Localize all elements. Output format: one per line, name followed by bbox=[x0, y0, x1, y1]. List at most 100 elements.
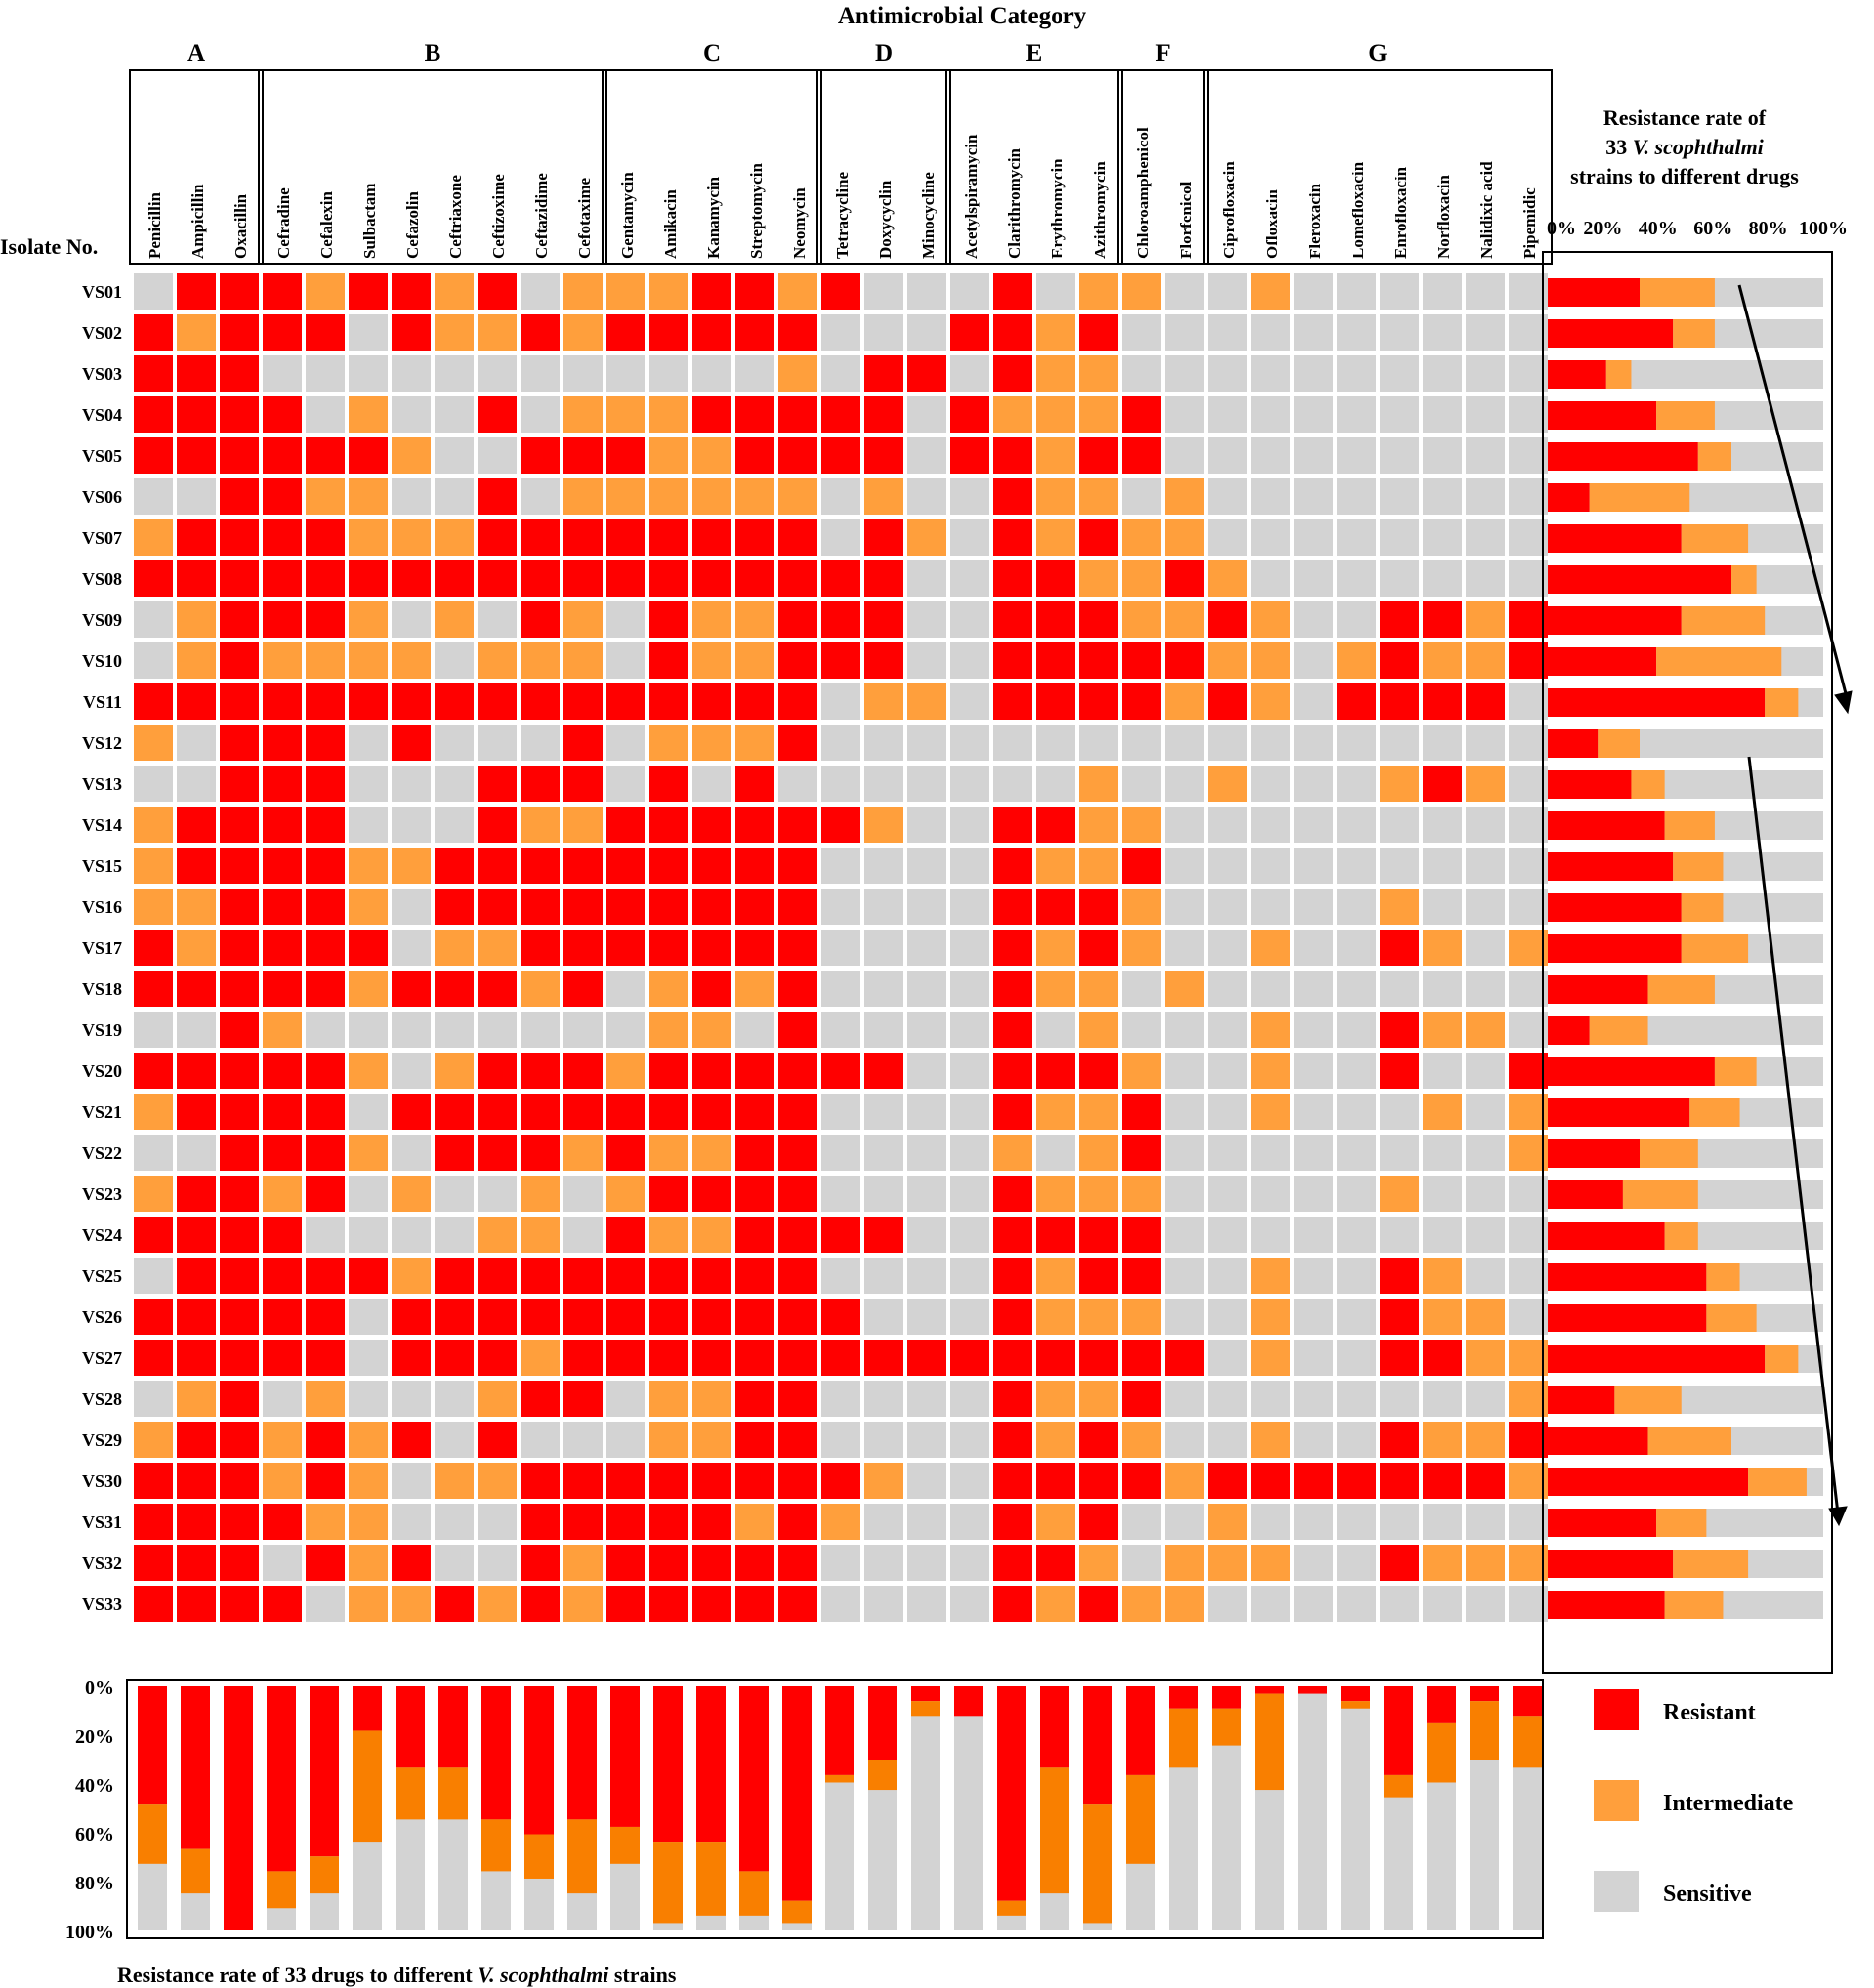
cell-VS09-11 bbox=[606, 601, 645, 638]
cell-VS32-2 bbox=[220, 1545, 259, 1581]
cell-VS30-31 bbox=[1466, 1463, 1505, 1499]
cell-VS31-22 bbox=[1079, 1504, 1118, 1540]
cell-VS17-8 bbox=[478, 930, 517, 966]
drug-label: Cefazolin bbox=[403, 191, 422, 259]
isolate-resistant-bar bbox=[1548, 1139, 1640, 1168]
cell-VS02-18 bbox=[907, 314, 946, 351]
cell-VS28-9 bbox=[521, 1381, 560, 1417]
cell-VS18-3 bbox=[263, 971, 302, 1007]
cell-VS05-12 bbox=[649, 437, 688, 474]
cell-VS16-12 bbox=[649, 889, 688, 925]
cell-VS20-20 bbox=[993, 1053, 1032, 1089]
cell-VS16-24 bbox=[1165, 889, 1204, 925]
drug-intermediate-bar bbox=[1169, 1708, 1198, 1768]
cell-VS04-9 bbox=[521, 396, 560, 433]
drug-label: Amikacin bbox=[661, 189, 680, 259]
cell-VS20-31 bbox=[1466, 1053, 1505, 1089]
drug-resistant-bar bbox=[954, 1686, 983, 1717]
cell-VS04-14 bbox=[735, 396, 774, 433]
drug-resistant-bar bbox=[911, 1686, 940, 1702]
cell-VS08-28 bbox=[1337, 560, 1376, 597]
cell-VS11-13 bbox=[692, 683, 731, 720]
cell-VS26-8 bbox=[478, 1299, 517, 1335]
cell-VS30-14 bbox=[735, 1463, 774, 1499]
cell-VS01-5 bbox=[349, 273, 388, 310]
drug-label: Cefotaxime bbox=[575, 177, 594, 259]
cell-VS30-2 bbox=[220, 1463, 259, 1499]
cell-VS25-7 bbox=[435, 1258, 474, 1294]
cell-VS14-10 bbox=[563, 807, 603, 843]
cell-VS23-31 bbox=[1466, 1176, 1505, 1212]
cell-VS15-19 bbox=[950, 848, 989, 884]
cell-VS11-24 bbox=[1165, 683, 1204, 720]
cell-VS17-17 bbox=[864, 930, 903, 966]
isolate-label: VS12 bbox=[82, 733, 122, 753]
isolate-resistant-bar bbox=[1548, 647, 1657, 676]
isolate-intermediate-bar bbox=[1681, 934, 1749, 963]
isolate-intermediate-bar bbox=[1589, 1016, 1648, 1045]
cell-VS16-13 bbox=[692, 889, 731, 925]
cell-VS30-21 bbox=[1036, 1463, 1075, 1499]
drug-resistant-bar bbox=[739, 1686, 769, 1872]
cell-VS11-11 bbox=[606, 683, 645, 720]
cell-VS08-13 bbox=[692, 560, 731, 597]
drug-label: Ceftazidime bbox=[532, 173, 551, 259]
isolate-resistant-bar bbox=[1548, 1427, 1648, 1455]
cell-VS03-19 bbox=[950, 355, 989, 392]
cell-VS32-4 bbox=[306, 1545, 345, 1581]
cell-VS22-6 bbox=[392, 1135, 431, 1171]
cell-VS18-10 bbox=[563, 971, 603, 1007]
cell-VS13-17 bbox=[864, 766, 903, 802]
cell-VS09-7 bbox=[435, 601, 474, 638]
drug-resistant-bar bbox=[181, 1686, 210, 1849]
cell-VS33-26 bbox=[1251, 1586, 1290, 1622]
cell-VS11-16 bbox=[821, 683, 860, 720]
cell-VS08-1 bbox=[177, 560, 216, 597]
cell-VS31-17 bbox=[864, 1504, 903, 1540]
cell-VS04-32 bbox=[1509, 396, 1548, 433]
cell-VS23-29 bbox=[1380, 1176, 1419, 1212]
cell-VS27-1 bbox=[177, 1340, 216, 1376]
cell-VS19-10 bbox=[563, 1012, 603, 1048]
cell-VS09-2 bbox=[220, 601, 259, 638]
cell-VS01-11 bbox=[606, 273, 645, 310]
cell-VS19-1 bbox=[177, 1012, 216, 1048]
cell-VS25-29 bbox=[1380, 1258, 1419, 1294]
category-box-E bbox=[945, 69, 1123, 265]
drug-label: Norfloxacin bbox=[1435, 175, 1453, 259]
cell-VS13-31 bbox=[1466, 766, 1505, 802]
category-box-C bbox=[602, 69, 822, 265]
cell-VS33-10 bbox=[563, 1586, 603, 1622]
cell-VS15-16 bbox=[821, 848, 860, 884]
cell-VS13-16 bbox=[821, 766, 860, 802]
drug-intermediate-bar bbox=[911, 1701, 940, 1717]
isolate-intermediate-bar bbox=[1681, 524, 1749, 553]
cell-VS27-27 bbox=[1294, 1340, 1333, 1376]
cell-VS06-1 bbox=[177, 478, 216, 515]
cell-VS10-25 bbox=[1208, 642, 1247, 679]
cell-VS15-14 bbox=[735, 848, 774, 884]
cell-VS19-25 bbox=[1208, 1012, 1247, 1048]
cell-VS04-15 bbox=[778, 396, 817, 433]
cell-VS26-9 bbox=[521, 1299, 560, 1335]
drug-label: Enrofloxacin bbox=[1392, 166, 1410, 259]
cell-VS06-3 bbox=[263, 478, 302, 515]
cell-VS07-2 bbox=[220, 519, 259, 556]
drug-resistant-bar bbox=[696, 1686, 726, 1843]
isolate-resistant-bar bbox=[1548, 975, 1648, 1004]
cell-VS27-11 bbox=[606, 1340, 645, 1376]
drug-label: Ciprofloxacin bbox=[1220, 161, 1238, 259]
cell-VS27-0 bbox=[134, 1340, 173, 1376]
cell-VS29-13 bbox=[692, 1422, 731, 1458]
cell-VS27-24 bbox=[1165, 1340, 1204, 1376]
cell-VS09-22 bbox=[1079, 601, 1118, 638]
drug-label: Cefalexin bbox=[317, 191, 336, 259]
cell-VS04-17 bbox=[864, 396, 903, 433]
drug-intermediate-bar bbox=[353, 1730, 382, 1843]
isolate-resistant-bar bbox=[1548, 1098, 1690, 1127]
cell-VS09-3 bbox=[263, 601, 302, 638]
cell-VS14-7 bbox=[435, 807, 474, 843]
cell-VS33-5 bbox=[349, 1586, 388, 1622]
isolate-intermediate-bar bbox=[1681, 606, 1766, 635]
cell-VS06-32 bbox=[1509, 478, 1548, 515]
